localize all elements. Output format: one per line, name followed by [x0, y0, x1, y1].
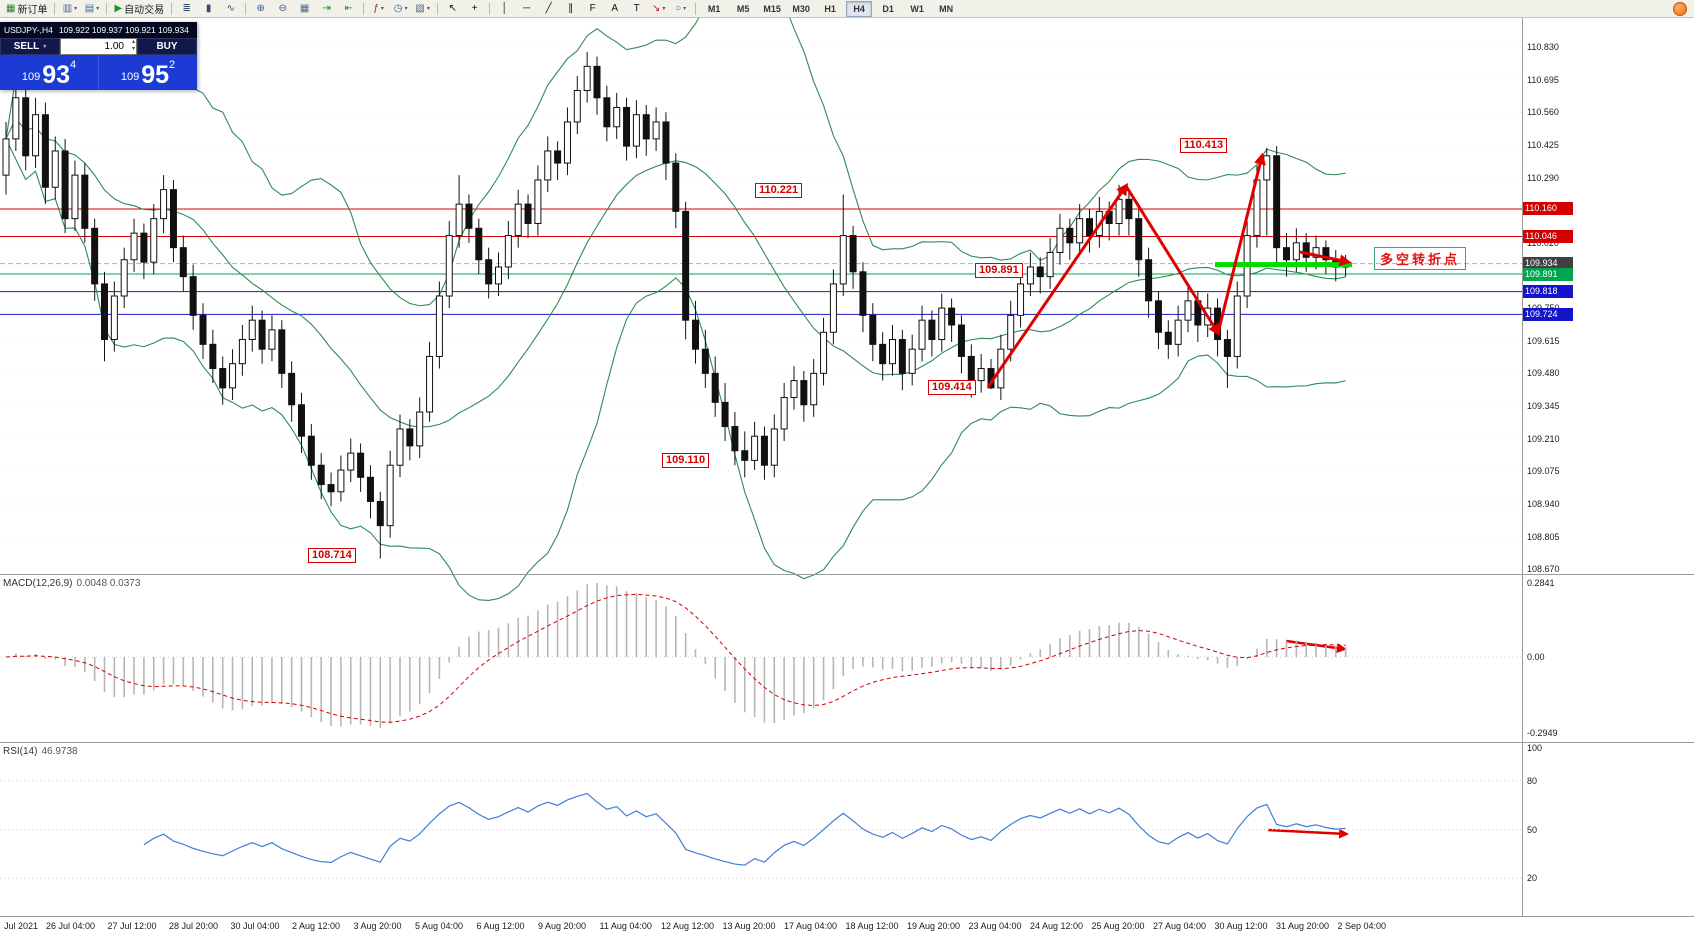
horizontal-line-icon[interactable]: ─: [523, 2, 531, 14]
channel-icon[interactable]: ∥: [568, 2, 574, 14]
fibonacci-icon[interactable]: F: [589, 2, 596, 14]
bars-chart-type-icon[interactable]: ≣: [182, 2, 191, 14]
cursor-icon[interactable]: ↖: [448, 2, 457, 14]
buy-button-label: BUY: [156, 41, 178, 52]
one-click-trading-panel: USDJPY-,H4 109.922 109.937 109.921 109.9…: [0, 22, 197, 90]
main-toolbar: ▦ 新订单 ▥ ▾ ▤ ▾ ▶ 自动交易 ≣ ▮ ∿ ⊕ ⊖ ▦ ⇥ ⇤ ƒ ▾ ◷ ▾ ▧ ▾ ↖ + │ ─ ╱ ∥ F A T ↘ ▾ ○ ▾…: [0, 0, 1694, 18]
bollinger-upper: [5, 0, 1346, 307]
trendline-icon[interactable]: ╱: [545, 2, 552, 14]
chart-title-bar: USDJPY-,H4 109.922 109.937 109.921 109.9…: [0, 22, 197, 38]
timeframe-h1[interactable]: H1: [824, 3, 836, 14]
momentum-arrow-rsi[interactable]: [1267, 828, 1349, 839]
auto-scroll-icon[interactable]: ⇥: [322, 2, 331, 14]
candles[interactable]: [2, 51, 1350, 559]
macd-values: 0.0048 0.0373: [76, 578, 141, 589]
toolbar-separator: [171, 2, 173, 15]
toolbar-separator: [245, 2, 247, 15]
buy-button[interactable]: BUY: [137, 38, 197, 55]
buy-price-pip: 2: [169, 59, 176, 71]
navigator-icon[interactable]: ▤ ▾: [84, 2, 100, 14]
toolbar-separator: [489, 2, 491, 15]
sell-price-prefix: 109: [21, 71, 41, 83]
volume-value: 1.00: [104, 41, 124, 52]
timeframe-m30[interactable]: M30: [792, 3, 810, 14]
label-icon[interactable]: T: [633, 2, 640, 14]
toolbar-separator: [54, 2, 56, 15]
macd-indicator-label: MACD(12,26,9) 0.0048 0.0373: [3, 578, 140, 589]
spinner-down-icon[interactable]: ▾: [131, 46, 135, 52]
periods-icon[interactable]: ◷ ▾: [393, 2, 408, 14]
timeframe-d1[interactable]: D1: [882, 3, 894, 14]
notification-icon[interactable]: [1673, 1, 1687, 16]
macd-histogram: [15, 583, 1347, 728]
trend-arrow-up-2[interactable]: [1216, 152, 1266, 334]
toolbar-separator: [106, 2, 108, 15]
shapes-icon[interactable]: ○ ▾: [675, 2, 687, 14]
symbol-period-label: USDJPY-,H4: [4, 25, 53, 35]
support-line[interactable]: [1215, 262, 1352, 268]
zoom-out-icon[interactable]: ⊖: [278, 2, 287, 14]
chart-shift-icon[interactable]: ⇤: [344, 2, 353, 14]
ohlc-values: 109.922 109.937 109.921 109.934: [58, 25, 189, 35]
rsi-value: 46.9738: [41, 746, 78, 757]
tile-windows-icon[interactable]: ▦: [299, 2, 310, 14]
indicators-icon[interactable]: ƒ ▾: [373, 2, 384, 14]
timeframe-m15[interactable]: M15: [763, 3, 781, 14]
line-chart-type-icon[interactable]: ∿: [226, 2, 235, 14]
buy-price-big: 95: [141, 61, 170, 89]
trend-arrow-up-1[interactable]: [986, 183, 1129, 388]
sell-price[interactable]: 109 93 4: [0, 55, 98, 90]
timeframe-w1[interactable]: W1: [910, 3, 924, 14]
timeframe-m1[interactable]: M1: [707, 3, 721, 14]
macd-name: MACD(12,26,9): [3, 578, 73, 589]
bollinger-lower: [5, 138, 1346, 601]
timeframe-mn[interactable]: MN: [939, 3, 954, 14]
crosshair-icon[interactable]: +: [471, 2, 478, 14]
text-icon[interactable]: A: [611, 2, 618, 14]
macd-signal-line: [5, 593, 1346, 723]
momentum-arrow-price[interactable]: [1299, 250, 1352, 267]
sell-button[interactable]: SELL ▾: [0, 38, 60, 55]
candles-chart-type-icon[interactable]: ▮: [205, 2, 212, 14]
trend-arrow-down-1[interactable]: [1124, 185, 1220, 337]
volume-input[interactable]: 1.00 ▴ ▾: [60, 38, 137, 55]
toolbar-separator: [363, 2, 365, 15]
volume-spinner[interactable]: ▴ ▾: [132, 39, 135, 53]
buy-price-prefix: 109: [120, 71, 140, 83]
rsi-indicator-label: RSI(14) 46.9738: [3, 746, 78, 757]
chevron-down-icon[interactable]: ▾: [43, 44, 47, 50]
sell-price-big: 93: [42, 61, 71, 89]
spinner-up-icon[interactable]: ▴: [131, 39, 135, 45]
zoom-in-icon[interactable]: ⊕: [256, 2, 265, 14]
price-divider: [98, 55, 99, 90]
toolbar-separator: [695, 2, 697, 15]
timeframe-m5[interactable]: M5: [736, 3, 750, 14]
vertical-line-icon[interactable]: │: [501, 2, 508, 14]
sell-button-label: SELL: [13, 41, 40, 52]
autotrade-button[interactable]: ▶ 自动交易: [114, 2, 165, 17]
toolbar-separator: [437, 2, 439, 15]
buy-price[interactable]: 109 95 2: [99, 55, 197, 90]
rsi-line: [143, 792, 1346, 866]
sell-price-pip: 4: [70, 59, 77, 71]
chart-window-icon[interactable]: ▥ ▾: [62, 2, 78, 14]
timeframe-h4[interactable]: H4: [846, 0, 873, 17]
arrows-icon[interactable]: ↘ ▾: [651, 2, 666, 14]
new-order-button[interactable]: ▦ 新订单: [6, 2, 48, 17]
templates-icon[interactable]: ▧ ▾: [415, 2, 430, 14]
rsi-name: RSI(14): [3, 746, 38, 757]
